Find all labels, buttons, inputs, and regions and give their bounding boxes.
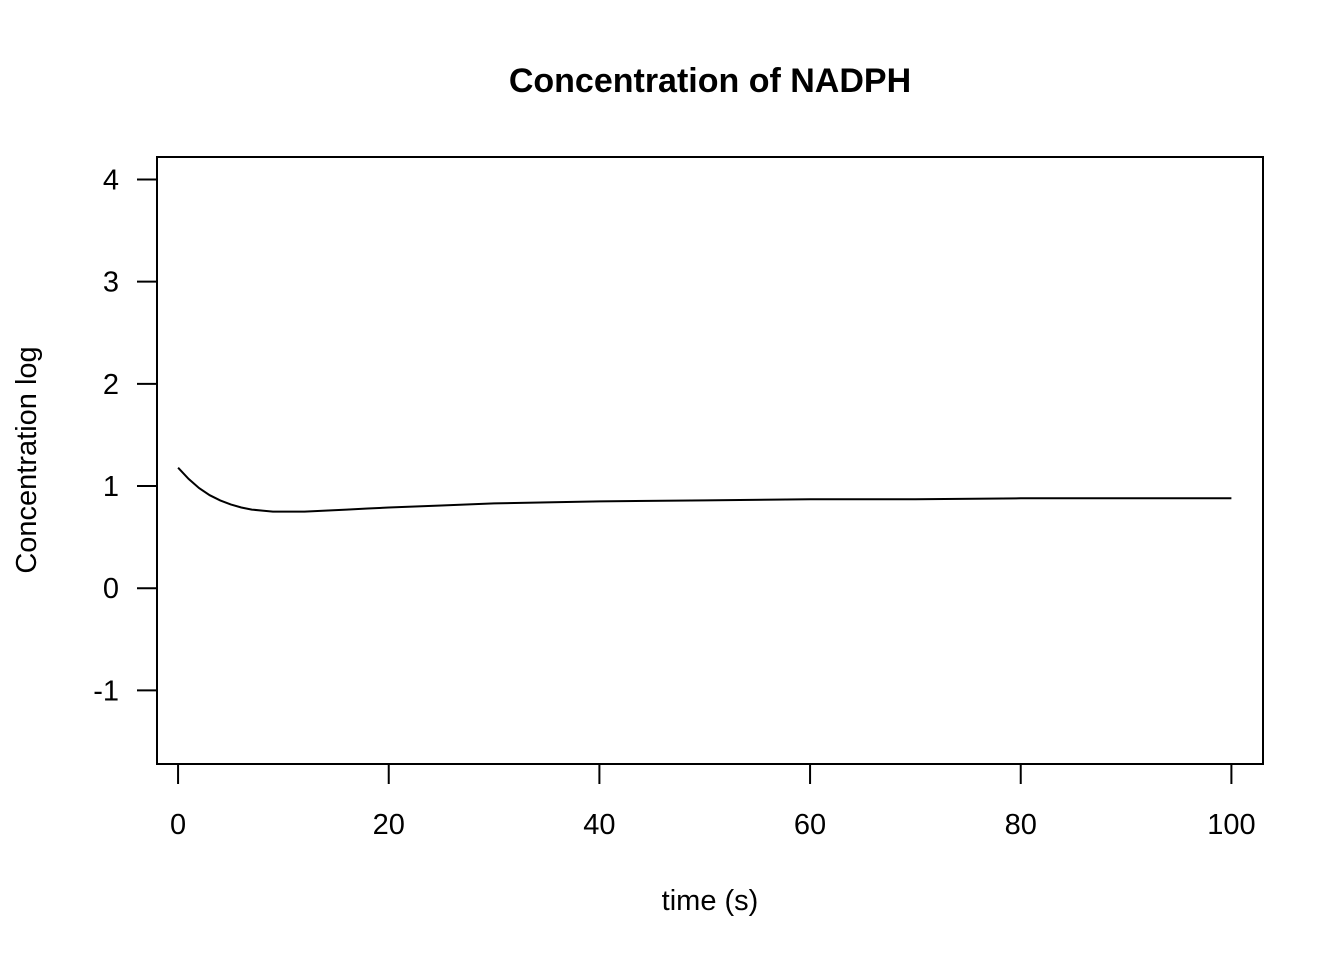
y-tick-label: 0 — [103, 573, 119, 605]
x-tick-label: 100 — [1207, 809, 1255, 841]
chart-title: Concentration of NADPH — [509, 62, 911, 100]
x-tick-label: 80 — [1005, 809, 1037, 841]
x-axis: 0 20 40 60 80 100 — [170, 763, 1256, 841]
x-tick-label: 40 — [583, 809, 615, 841]
y-tick-label: -1 — [93, 675, 119, 707]
y-axis-label: Concentration log — [11, 346, 43, 573]
y-tick-label: 4 — [103, 164, 119, 196]
x-tick-label: 60 — [794, 809, 826, 841]
y-axis: -1 0 1 2 3 4 — [93, 164, 158, 707]
y-tick-label: 3 — [103, 267, 119, 299]
plot-frame — [156, 156, 1264, 765]
x-axis-label: time (s) — [662, 885, 759, 917]
series-line — [177, 467, 1232, 513]
y-tick-label: 2 — [103, 369, 119, 401]
x-tick-label: 0 — [170, 809, 186, 841]
x-tick-label: 20 — [373, 809, 405, 841]
y-tick-label: 1 — [103, 471, 119, 503]
